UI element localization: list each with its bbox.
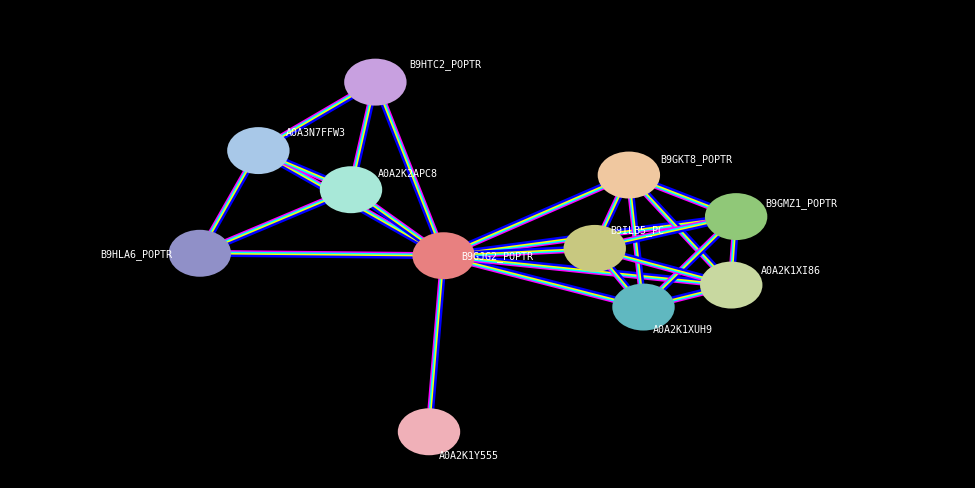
Ellipse shape xyxy=(227,128,290,175)
Text: B9GMZ1_POPTR: B9GMZ1_POPTR xyxy=(765,198,838,209)
Text: B9ILB5_PC: B9ILB5_PC xyxy=(610,225,664,236)
Ellipse shape xyxy=(398,408,460,455)
Text: B9HLA6_POPTR: B9HLA6_POPTR xyxy=(100,248,173,259)
Text: B9HTC2_POPTR: B9HTC2_POPTR xyxy=(410,59,482,70)
Text: B9GJG2_POPTR: B9GJG2_POPTR xyxy=(461,251,533,262)
Ellipse shape xyxy=(612,284,675,331)
Ellipse shape xyxy=(598,152,660,199)
Ellipse shape xyxy=(700,262,762,309)
Text: A0A2K1Y555: A0A2K1Y555 xyxy=(439,450,499,460)
Ellipse shape xyxy=(412,233,475,280)
Text: A0A3N7FFW3: A0A3N7FFW3 xyxy=(286,128,346,138)
Text: A0A2K1XI86: A0A2K1XI86 xyxy=(760,266,821,276)
Ellipse shape xyxy=(320,167,382,214)
Text: B9GKT8_POPTR: B9GKT8_POPTR xyxy=(660,154,732,164)
Ellipse shape xyxy=(344,60,407,106)
Text: A0A2K2APC8: A0A2K2APC8 xyxy=(378,169,439,179)
Ellipse shape xyxy=(564,225,626,272)
Ellipse shape xyxy=(169,230,231,277)
Ellipse shape xyxy=(705,194,767,241)
Text: A0A2K1XUH9: A0A2K1XUH9 xyxy=(653,324,714,334)
